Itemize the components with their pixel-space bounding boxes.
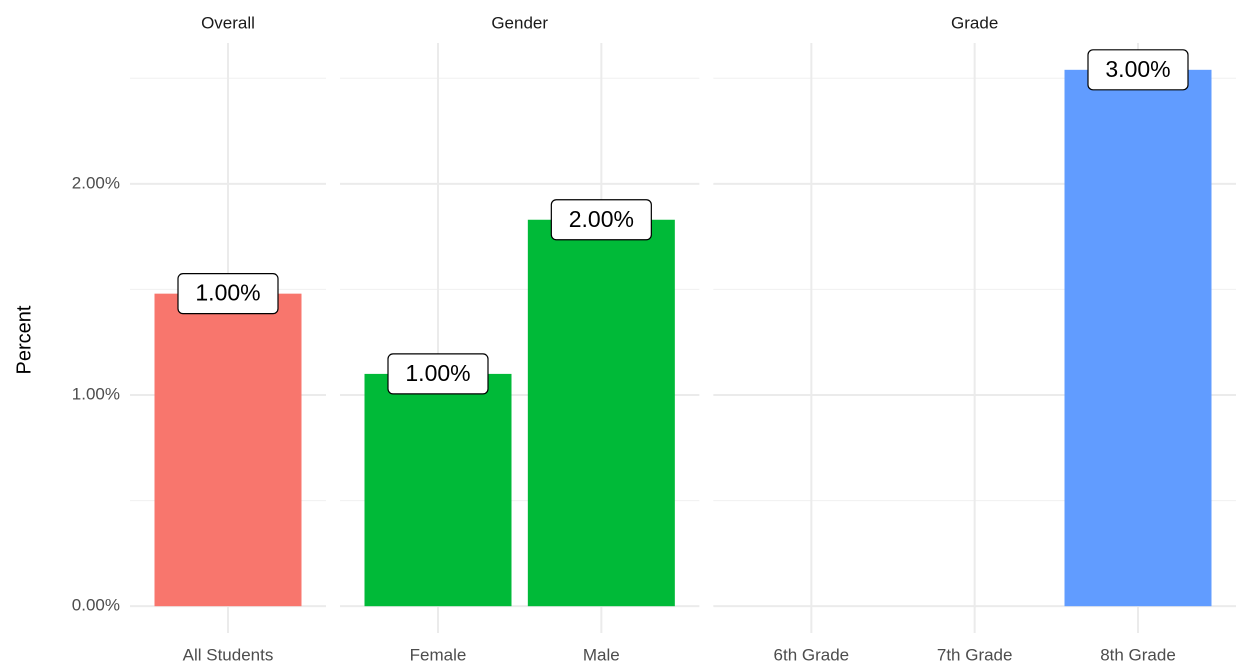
facet-title: Gender <box>491 13 548 32</box>
y-tick-label: 0.00% <box>72 596 120 615</box>
x-tick-label: All Students <box>183 645 274 664</box>
y-tick-label: 1.00% <box>72 384 120 403</box>
y-axis-label: Percent <box>13 305 35 374</box>
value-label: 1.00% <box>195 280 260 306</box>
facet-title: Overall <box>201 13 255 32</box>
x-tick-label: 8th Grade <box>1100 645 1176 664</box>
x-tick-label: 6th Grade <box>774 645 850 664</box>
value-label-box <box>177 273 279 315</box>
value-label-box <box>1087 49 1189 91</box>
value-label-box <box>387 353 489 395</box>
x-tick-label: 7th Grade <box>937 645 1013 664</box>
value-label: 3.00% <box>1105 56 1170 82</box>
facet-title: Grade <box>951 13 998 32</box>
bar <box>1064 69 1212 607</box>
y-tick-label: 2.00% <box>72 173 120 192</box>
bar <box>364 373 512 607</box>
x-tick-label: Male <box>583 645 620 664</box>
value-label-box <box>550 199 652 241</box>
x-tick-label: Female <box>410 645 467 664</box>
value-label: 2.00% <box>569 206 634 232</box>
value-label: 1.00% <box>405 360 470 386</box>
bar <box>527 219 675 607</box>
bar <box>154 293 302 607</box>
